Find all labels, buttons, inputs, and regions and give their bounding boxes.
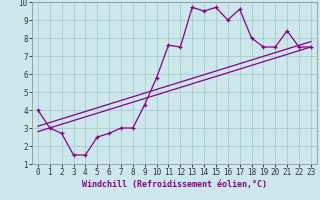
X-axis label: Windchill (Refroidissement éolien,°C): Windchill (Refroidissement éolien,°C) [82,180,267,189]
